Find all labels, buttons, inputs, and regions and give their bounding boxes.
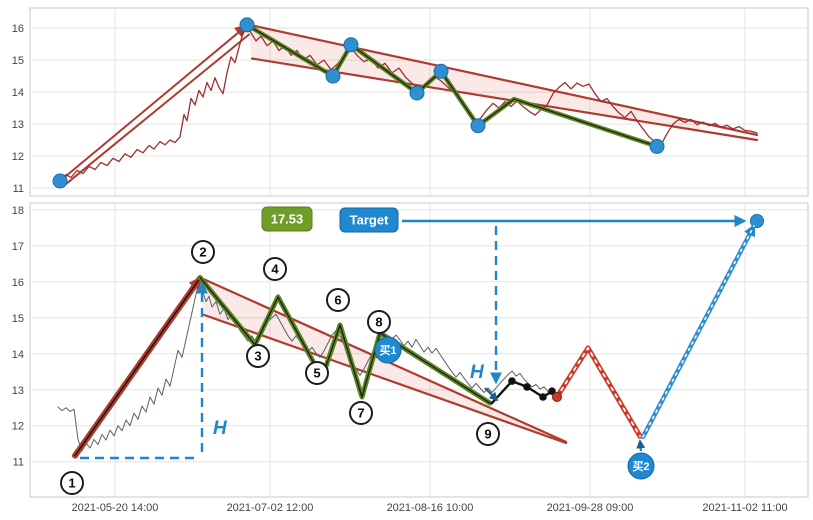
pivot-number: 9 xyxy=(484,427,491,442)
y-tick-label: 15 xyxy=(12,55,24,67)
pivot-number-circle xyxy=(326,288,350,312)
pivot-number-circle xyxy=(60,471,84,495)
y-tick-label: 15 xyxy=(12,313,24,325)
y-tick-label: 12 xyxy=(12,421,24,433)
pivot-dot xyxy=(325,68,341,84)
x-tick-label: 2021-05-20 14:00 xyxy=(72,502,159,514)
pivot-number: 7 xyxy=(357,406,364,421)
flagpole-core xyxy=(74,277,201,457)
confirmation-dot xyxy=(539,393,547,401)
x-tick-label: 2021-09-28 09:00 xyxy=(547,502,634,514)
y-tick-label: 11 xyxy=(13,457,24,469)
height-label: H xyxy=(470,362,485,383)
entry-dot xyxy=(552,392,562,402)
pivot-dot xyxy=(433,63,449,79)
wedge-lower-detail xyxy=(202,313,568,445)
buy2-marker-label: 买2 xyxy=(632,460,649,473)
buy2-target-projection-dash xyxy=(642,225,755,438)
pivot-number-circle xyxy=(476,422,500,446)
pivot-number: 5 xyxy=(313,366,320,381)
x-tick-label: 2021-11-02 11:00 xyxy=(702,502,787,514)
breakout-arrow xyxy=(484,387,499,402)
price-target-value-badge xyxy=(261,206,313,232)
y-tick-label: 13 xyxy=(12,119,24,131)
uptrend-line-b xyxy=(64,33,250,186)
pivot-number: 3 xyxy=(254,349,261,364)
y-tick-label: 16 xyxy=(12,277,24,289)
pivot-number: 4 xyxy=(271,262,279,277)
panel-detail xyxy=(29,202,809,498)
panel-overview xyxy=(29,7,809,197)
x-tick-label: 2021-08-16 10:00 xyxy=(387,502,474,514)
pivot-number: 1 xyxy=(68,476,75,491)
price-target-value: 17.53 xyxy=(271,212,304,227)
y-tick-label: 17 xyxy=(12,241,24,253)
confirmation-dot xyxy=(523,383,531,391)
pivot-number: 2 xyxy=(199,245,206,260)
pivot-dot xyxy=(239,17,255,33)
pivot-dot xyxy=(52,173,68,189)
buy1-marker xyxy=(374,336,402,364)
confirmation-dot xyxy=(508,377,516,385)
wedge-upper-overview xyxy=(245,23,759,136)
pivot-number-circle xyxy=(246,344,270,368)
price-line-overview xyxy=(59,24,758,182)
pivot-number-circle xyxy=(263,257,287,281)
uptrend-line-a xyxy=(59,24,248,182)
buy2-arrow xyxy=(636,439,646,452)
pivot-number-circle xyxy=(191,240,215,264)
y-tick-label: 16 xyxy=(12,23,24,35)
x-tick-label: 2021-07-02 12:00 xyxy=(227,502,314,514)
pivot-number-circle xyxy=(349,401,373,425)
y-tick-label: 11 xyxy=(13,183,24,195)
y-tick-label: 14 xyxy=(12,87,24,99)
y-tick-label: 14 xyxy=(12,349,24,361)
pivot-number-circle xyxy=(305,361,329,385)
height-label: H xyxy=(213,418,228,439)
pivot-number: 8 xyxy=(375,315,382,330)
buy1-marker-label: 买1 xyxy=(379,344,396,357)
y-tick-label: 12 xyxy=(12,151,24,163)
pivot-number: 6 xyxy=(334,293,341,308)
y-tick-label: 18 xyxy=(12,205,24,217)
pivot-number-circle xyxy=(367,310,391,334)
pivot-dot xyxy=(343,37,359,53)
y-tick-label: 13 xyxy=(12,385,24,397)
pullback-projection-dash xyxy=(556,347,641,438)
pivot-dot xyxy=(409,85,425,101)
buy2-marker xyxy=(627,452,655,480)
pivot-dot xyxy=(470,118,486,134)
target-label: Target xyxy=(350,213,389,228)
target-label-badge xyxy=(339,207,399,233)
pivot-dot xyxy=(649,138,665,154)
